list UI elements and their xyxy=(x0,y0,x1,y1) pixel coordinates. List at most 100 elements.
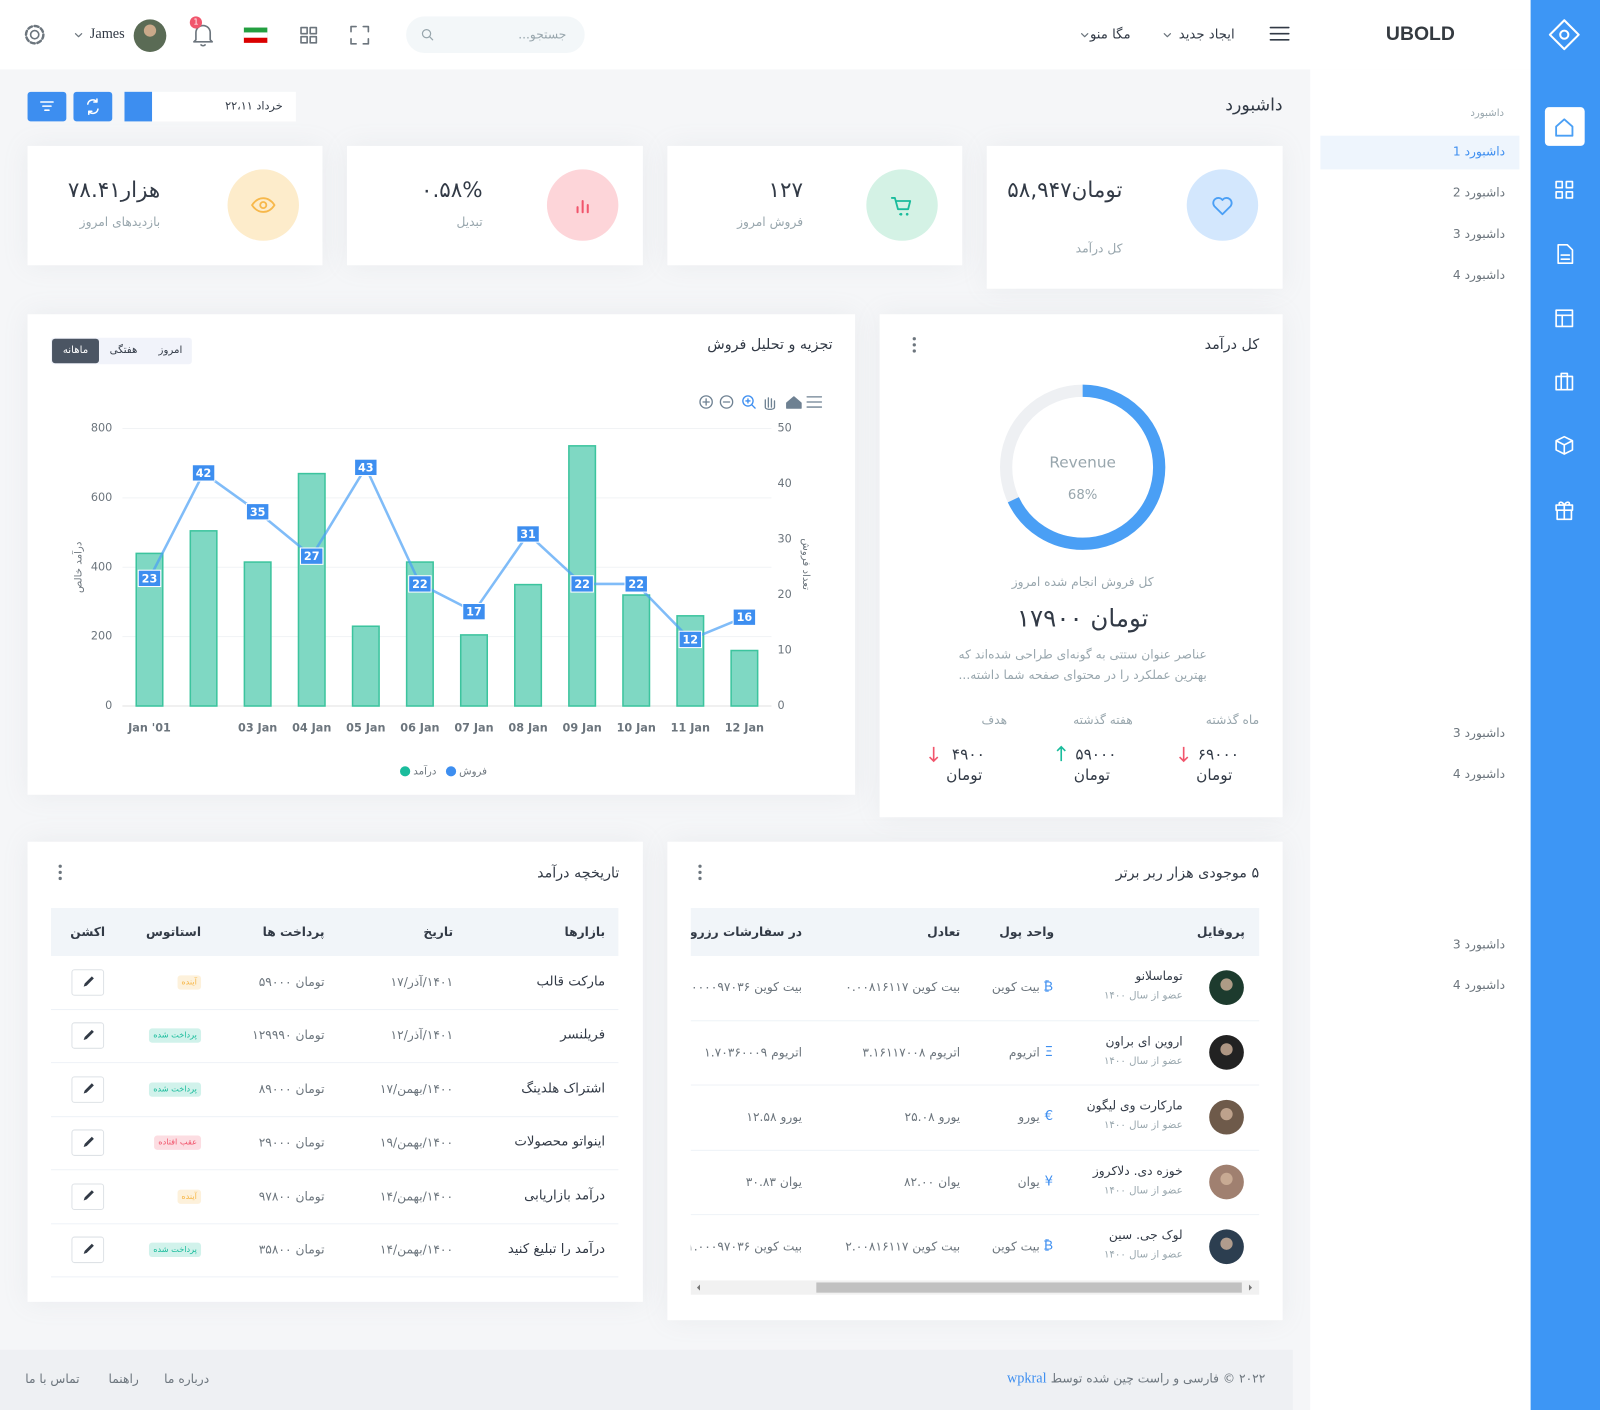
tab[interactable]: هفتگی xyxy=(109,344,138,356)
brand-link[interactable]: wpkral xyxy=(1006,1371,1047,1387)
tab[interactable]: امروز xyxy=(158,344,183,356)
row-divider xyxy=(690,1214,1260,1216)
card-title: تجزیه و تحلیل فروش xyxy=(707,336,833,354)
card-title: تاریخچه درآمد xyxy=(537,865,620,882)
status-badge: پرداخت شده xyxy=(149,1242,202,1257)
search-input[interactable]: جستجو... xyxy=(518,27,567,42)
menu-item[interactable]: داشبورد 4 xyxy=(1452,766,1506,782)
menu-item[interactable]: داشبورد 3 xyxy=(1452,227,1506,242)
stat-value: هزار۷۸.۴۱ xyxy=(67,177,161,202)
balance-cell: بیت کوین ۰.۰۰۸۱۶۱۱۷ xyxy=(845,979,961,995)
holder-name: خوزه دی. دلاکروز xyxy=(1092,1163,1183,1178)
status-badge: عقب افتاده xyxy=(154,1135,202,1151)
revenue-total: تومان ۱۷۹۰۰ xyxy=(1016,603,1149,633)
filter-button[interactable] xyxy=(27,91,67,122)
date-cell: ۱۴/بهمن/۱۴۰۰ xyxy=(379,1242,454,1257)
column-label: هدف xyxy=(981,712,1008,727)
page-title: داشبورد xyxy=(1225,95,1283,116)
stat-label: تبدیل xyxy=(456,214,483,230)
table-scroll: پروفایل واحد پول تعادل در سفارشات رزرو شد تو… xyxy=(691,908,1259,1275)
currency-symbol: Ξ xyxy=(1044,1044,1054,1060)
market-cell: درآمد را تبلیغ کنید xyxy=(507,1241,606,1257)
row-divider xyxy=(690,1084,1260,1086)
date-button[interactable] xyxy=(124,91,153,122)
card-title: کل درآمد xyxy=(1204,336,1260,354)
icon-bar xyxy=(1530,0,1600,1410)
date-value: خرداد ۲۲،۱۱ xyxy=(225,99,283,113)
tab-active xyxy=(52,338,99,364)
revenue-description: بهترین عملکرد را در محتوای صفحه شما داشت… xyxy=(958,667,1207,683)
stat-value: تومان۵۸,۹۴۷ xyxy=(1007,177,1123,202)
action-button xyxy=(71,1076,105,1103)
stat-label: بازدیدهای امروز xyxy=(79,214,161,230)
row-divider xyxy=(51,1222,619,1224)
menu-item[interactable]: داشبورد 3 xyxy=(1452,937,1506,952)
action-button xyxy=(71,1183,105,1210)
menu-item[interactable]: داشبورد 4 xyxy=(1452,267,1506,283)
stat-value: ۰.۵۸% xyxy=(420,177,483,202)
column-header: واحد پول xyxy=(999,924,1055,940)
holder-since: عضو از سال ۱۴۰۰ xyxy=(1103,990,1183,1002)
action-button xyxy=(71,1129,105,1157)
footer-link[interactable]: راهنما xyxy=(108,1371,139,1387)
row-divider xyxy=(690,1149,1260,1151)
row-divider xyxy=(51,1115,619,1117)
create-new-menu[interactable]: ایجاد جدید xyxy=(1178,27,1235,43)
card xyxy=(667,145,963,266)
stat-label: فروش امروز xyxy=(737,214,804,230)
row-divider xyxy=(51,1009,619,1011)
action-button xyxy=(71,1022,105,1050)
holder-name: اروین ای براون xyxy=(1105,1033,1183,1048)
reserved-cell: یورو ۱۲.۵۸ xyxy=(746,1109,803,1124)
balance-cell: یورو ۲۵.۰۸ xyxy=(904,1109,961,1124)
footer-link[interactable]: تماس با ما xyxy=(25,1371,80,1387)
currency-symbol: ¥ xyxy=(1044,1173,1054,1189)
column-value: ۴۹۰۰ xyxy=(951,745,985,764)
payment-cell: تومان ۵۹۰۰۰ xyxy=(258,974,325,990)
footer-link[interactable]: درباره ما xyxy=(164,1371,210,1387)
column-unit: تومان xyxy=(1073,765,1110,785)
menu-title: داشبورد xyxy=(1470,107,1505,120)
header xyxy=(0,0,1531,70)
card xyxy=(879,314,1283,818)
column-header: تعادل xyxy=(927,924,961,940)
column-header: اکشن xyxy=(70,924,106,940)
card xyxy=(346,145,643,266)
holder-since: عضو از سال ۱۴۰۰ xyxy=(1103,1249,1183,1261)
balance-cell: اتریوم ۳.۱۶۱۱۷۰۰۸ xyxy=(862,1044,961,1060)
reserved-cell: بیت کوین ۱.۰۰۰۹۷۰۳۶ xyxy=(690,1239,803,1254)
menu-item[interactable]: داشبورد 3 xyxy=(1452,725,1506,741)
row-divider xyxy=(690,1019,1260,1021)
menu-item[interactable]: داشبورد 1 xyxy=(1452,144,1506,159)
footer xyxy=(0,1349,1293,1410)
column-unit: تومان xyxy=(1196,765,1233,785)
active-item-bg xyxy=(1320,135,1520,170)
currency-name: یورو xyxy=(1018,1109,1040,1124)
card-title: ۵ موجودی هزار ربر برتر xyxy=(1115,865,1260,882)
date-input xyxy=(152,91,296,122)
tab[interactable]: ماهانه xyxy=(62,344,89,356)
status-badge: پرداخت شده xyxy=(149,1028,202,1044)
menu-item[interactable]: داشبورد 4 xyxy=(1452,977,1506,993)
column-value: ۵۹۰۰۰ xyxy=(1075,745,1117,764)
column-label: ماه گذشته xyxy=(1205,712,1260,727)
stat-value: ۱۲۷ xyxy=(768,177,804,202)
action-button xyxy=(71,969,105,996)
column-label: هفته گذشته xyxy=(1073,712,1133,727)
stat-label: کل درآمد xyxy=(1075,241,1123,256)
market-cell: مارکت قالب xyxy=(536,974,606,990)
currency-symbol: € xyxy=(1044,1108,1054,1125)
column-value: ۶۹۰۰۰ xyxy=(1197,745,1239,764)
refresh-button[interactable] xyxy=(73,91,113,122)
user-name[interactable]: James xyxy=(89,26,125,43)
column-header: پرداخت ها xyxy=(262,924,325,940)
currency-name: یوان xyxy=(1017,1174,1040,1189)
reserved-cell: بیت کوین ۰.۰۰۰۰۹۷۰۳۶ xyxy=(691,979,803,995)
column-header: استاتوس xyxy=(146,924,202,940)
mega-menu[interactable]: مگا منو xyxy=(1089,27,1131,43)
row-divider xyxy=(51,1276,619,1278)
balance-cell: بیت کوین ۲.۰۰۸۱۶۱۱۷ xyxy=(845,1239,961,1254)
revenue-description: عناصر عنوان ستتی به گونه‌ای طراحی شده‌ان… xyxy=(958,647,1207,662)
menu-item[interactable]: داشبورد 2 xyxy=(1452,185,1506,200)
